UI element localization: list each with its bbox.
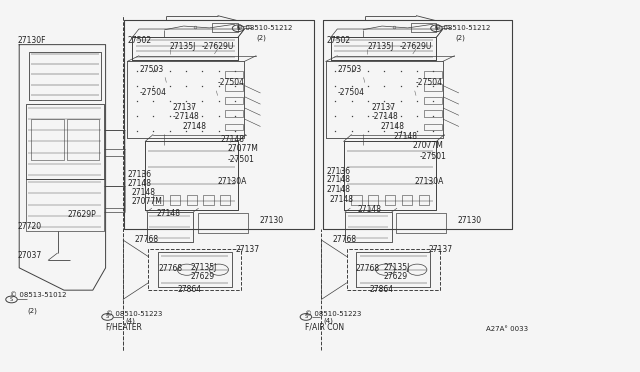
Text: -27629U: -27629U [399,42,432,51]
Text: 27135J: 27135J [191,263,217,272]
Text: 27502: 27502 [326,36,351,45]
Text: 27148: 27148 [157,209,181,218]
Text: 27137: 27137 [429,245,453,254]
Text: 27148: 27148 [131,188,155,197]
Text: 27137: 27137 [236,245,260,254]
Text: -27504: -27504 [338,89,365,97]
Text: 27768: 27768 [159,264,183,273]
Text: © 08510-51212: © 08510-51212 [236,25,292,31]
Text: 27135J: 27135J [367,42,394,51]
Text: -27504: -27504 [218,78,244,87]
Text: -27148: -27148 [371,112,398,121]
Text: 27148: 27148 [221,135,244,144]
Text: F/AIR CON: F/AIR CON [305,323,344,332]
Text: 27077M: 27077M [413,141,444,150]
Text: S: S [305,314,307,320]
Text: 27077M: 27077M [227,144,258,153]
Text: 27077M: 27077M [131,198,162,206]
Text: 27130F: 27130F [18,36,47,45]
Text: 27629: 27629 [384,272,408,281]
Text: 27768: 27768 [355,264,380,273]
Text: 27148: 27148 [330,195,354,204]
Text: -27629U: -27629U [202,42,234,51]
Text: A27A° 0033: A27A° 0033 [486,326,529,332]
Text: S: S [106,314,109,320]
Text: 27137: 27137 [173,103,197,112]
Text: -27504: -27504 [140,89,166,97]
Text: S: S [10,297,13,302]
Text: 27037: 27037 [18,251,42,260]
Text: © 08510-51212: © 08510-51212 [434,25,490,31]
Text: 27864: 27864 [178,285,202,294]
Text: 27720: 27720 [18,222,42,231]
Text: 27130: 27130 [259,216,284,225]
Text: 27503: 27503 [140,65,164,74]
Text: 27130A: 27130A [218,177,247,186]
Text: 27148: 27148 [394,132,418,141]
Text: (2): (2) [456,35,465,41]
Text: -27501: -27501 [419,152,446,161]
Text: -27501: -27501 [227,155,254,164]
Text: 27629: 27629 [191,272,215,281]
Text: 27130A: 27130A [415,177,444,186]
Text: 27136: 27136 [128,170,152,179]
Text: 27135J: 27135J [170,42,196,51]
Text: 27768: 27768 [333,235,357,244]
Text: 27502: 27502 [128,36,152,45]
Text: 27130: 27130 [458,216,482,225]
Text: S: S [237,26,239,31]
Text: 27137: 27137 [371,103,396,112]
Text: (4): (4) [324,318,333,324]
Text: © 08510-51223: © 08510-51223 [305,311,361,317]
Text: 27503: 27503 [338,65,362,74]
Text: 27148: 27148 [381,122,404,131]
Text: 27864: 27864 [370,285,394,294]
Text: 27148: 27148 [128,179,152,188]
Text: 27629P: 27629P [67,211,96,219]
Text: 27768: 27768 [134,235,159,244]
Text: 27148: 27148 [326,185,351,194]
Text: F/HEATER: F/HEATER [106,323,143,332]
Text: (2): (2) [27,308,36,314]
Text: -27148: -27148 [173,112,200,121]
Text: 27135J: 27135J [384,263,410,272]
Text: (4): (4) [125,318,135,324]
Text: -27504: -27504 [416,78,443,87]
Text: (2): (2) [256,35,266,41]
Text: S: S [435,26,438,31]
Text: © 08510-51223: © 08510-51223 [106,311,162,317]
Text: © 08513-51012: © 08513-51012 [10,292,67,298]
Text: 27136: 27136 [326,167,351,176]
Text: 27148: 27148 [357,205,381,214]
Text: 27148: 27148 [326,175,351,184]
Text: 27148: 27148 [182,122,206,131]
